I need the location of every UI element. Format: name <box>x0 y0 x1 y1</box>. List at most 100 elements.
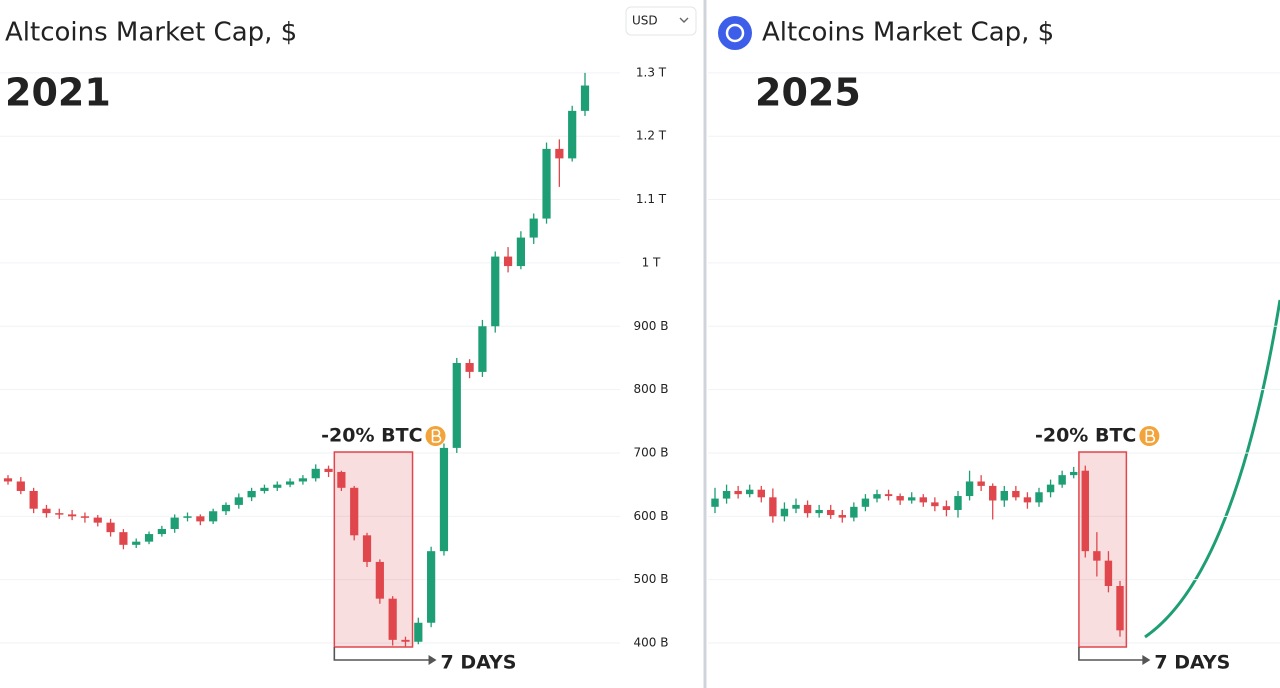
candle-body <box>1093 551 1101 561</box>
candle-body <box>989 485 997 501</box>
candle-body <box>529 218 538 238</box>
candle-body <box>132 541 141 545</box>
y-tick-label: 1.2 T <box>636 129 667 143</box>
candle-body <box>465 363 474 372</box>
y-tick-label: 800 B <box>634 382 669 396</box>
candle-body <box>568 110 577 159</box>
candle-body <box>196 516 205 522</box>
candle-body <box>1081 470 1089 552</box>
y-tick-label: 600 B <box>634 509 669 523</box>
candle-body <box>221 504 231 512</box>
grid <box>0 72 1280 644</box>
candle-body <box>80 516 90 518</box>
y-tick-label: 400 B <box>634 636 669 650</box>
candle-body <box>170 517 179 529</box>
candle-body <box>746 489 754 495</box>
candle-body <box>1000 490 1008 501</box>
candle-body <box>1035 492 1043 503</box>
candle-body <box>311 468 320 479</box>
candle-body <box>260 487 269 491</box>
candle-body <box>119 532 128 545</box>
chart-title: Altcoins Market Cap, $ <box>5 18 297 48</box>
candle-body <box>452 363 461 448</box>
candle-body <box>298 478 308 482</box>
chart-title: Altcoins Market Cap, $ <box>762 18 1054 48</box>
period-label: 2021 <box>5 71 111 115</box>
candle-body <box>873 494 881 499</box>
candle-body <box>157 528 166 535</box>
candle-body <box>977 481 985 486</box>
candle-body <box>884 494 893 497</box>
candle-body <box>780 508 789 517</box>
candle-body <box>42 508 51 514</box>
candle-body <box>896 496 904 501</box>
candle-body <box>1012 490 1020 498</box>
candle-body <box>350 487 359 536</box>
candle-body <box>337 471 346 488</box>
candle-body <box>1070 471 1078 476</box>
arrow-head <box>1142 655 1151 665</box>
candle-body <box>183 516 192 518</box>
duration-arrow <box>1078 647 1149 661</box>
logo <box>718 16 752 50</box>
candle-body <box>769 497 777 517</box>
candle-body <box>861 498 870 507</box>
candle-body <box>106 522 115 533</box>
candle-body <box>16 481 25 491</box>
chevron <box>679 17 689 23</box>
duration-annotation: 7 DAYS <box>441 652 517 674</box>
candle-body <box>931 502 939 507</box>
logo-ring <box>725 23 745 43</box>
candle-body <box>491 256 500 327</box>
candle-body <box>838 515 846 518</box>
candle-body <box>234 497 243 505</box>
candle-body <box>1058 475 1066 485</box>
drop-annotation: -20% BTC <box>321 425 422 447</box>
candle-body <box>68 514 77 517</box>
candle-body <box>1104 560 1113 587</box>
bitcoin-glyph <box>1145 429 1156 443</box>
currency-select[interactable]: USD <box>625 6 697 36</box>
candle-body <box>414 622 423 642</box>
candle-body <box>815 509 823 514</box>
candle-body <box>1046 484 1055 493</box>
candle-body <box>827 509 835 516</box>
candle-body <box>722 490 731 499</box>
period-label: 2025 <box>755 71 861 115</box>
candle-body <box>3 478 13 482</box>
candle-body <box>285 481 295 485</box>
currency-box[interactable] <box>625 6 697 36</box>
candle-body <box>711 498 719 507</box>
candle-body <box>324 468 333 472</box>
candle-body <box>965 481 974 497</box>
candle-body <box>850 506 858 518</box>
candle-body <box>1116 586 1124 631</box>
candle-body <box>1023 497 1032 503</box>
candle-body <box>375 561 384 599</box>
candle-body <box>542 148 551 219</box>
candle-body <box>478 326 487 372</box>
candle-body <box>942 506 951 510</box>
y-tick-label: 500 B <box>634 572 669 586</box>
candle-body <box>792 504 800 509</box>
drop-annotation: -20% BTC <box>1035 425 1136 447</box>
y-tick-label: 1.3 T <box>636 65 667 79</box>
candle-body <box>247 490 256 498</box>
candle-body <box>29 490 38 509</box>
currency-label[interactable]: USD <box>632 14 658 28</box>
candle-body <box>555 148 564 159</box>
duration-arrow <box>333 647 435 661</box>
highlight-box <box>333 451 414 648</box>
arrow-head <box>428 655 437 665</box>
candle-body <box>734 490 742 495</box>
candle-body <box>55 513 64 515</box>
candle-body <box>757 489 765 498</box>
candle-body <box>919 497 927 503</box>
candle-body <box>273 484 282 488</box>
candle-body <box>144 534 154 542</box>
candle-body <box>401 639 410 642</box>
candle-body <box>954 496 962 510</box>
y-tick-label: 900 B <box>634 319 669 333</box>
y-tick-label: 1 T <box>642 255 661 269</box>
